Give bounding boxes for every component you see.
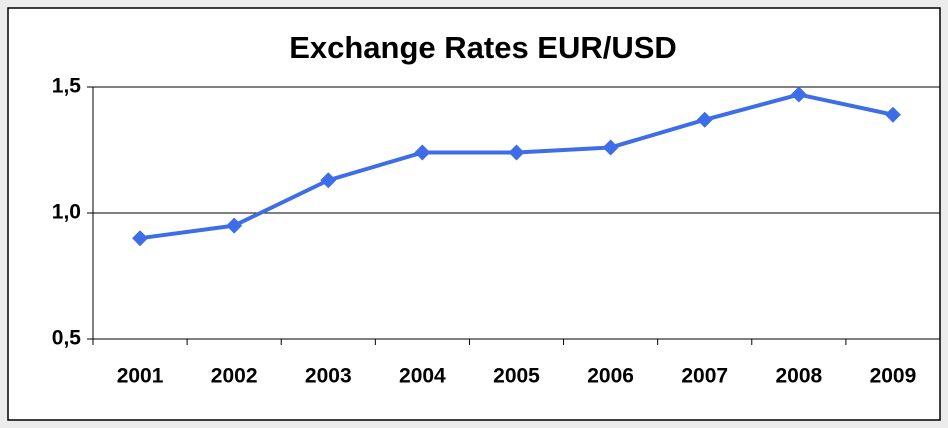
- x-tick-label: 2001: [117, 365, 164, 388]
- y-tick-label: 0,5: [52, 327, 82, 350]
- y-tick-label: 1,5: [52, 75, 82, 98]
- chart-title: Exchange Rates EUR/USD: [289, 30, 677, 65]
- x-tick-label: 2004: [399, 365, 446, 388]
- marker: [508, 144, 525, 161]
- marker: [132, 230, 149, 247]
- chart-frame: [7, 7, 941, 421]
- marker: [696, 111, 713, 128]
- y-tick-label: 1,0: [52, 201, 81, 224]
- x-tick-label: 2005: [493, 365, 540, 388]
- marker: [414, 144, 431, 161]
- x-tick-label: 2006: [587, 365, 634, 388]
- marker: [320, 172, 337, 189]
- marker: [226, 217, 243, 234]
- x-tick-label: 2007: [681, 365, 728, 388]
- x-tick-label: 2003: [305, 365, 352, 388]
- marker: [790, 86, 807, 103]
- marker: [884, 106, 901, 123]
- x-tick-label: 2009: [870, 365, 917, 388]
- marker: [602, 139, 619, 156]
- x-tick-label: 2008: [775, 365, 822, 388]
- x-tick-label: 2002: [211, 365, 258, 388]
